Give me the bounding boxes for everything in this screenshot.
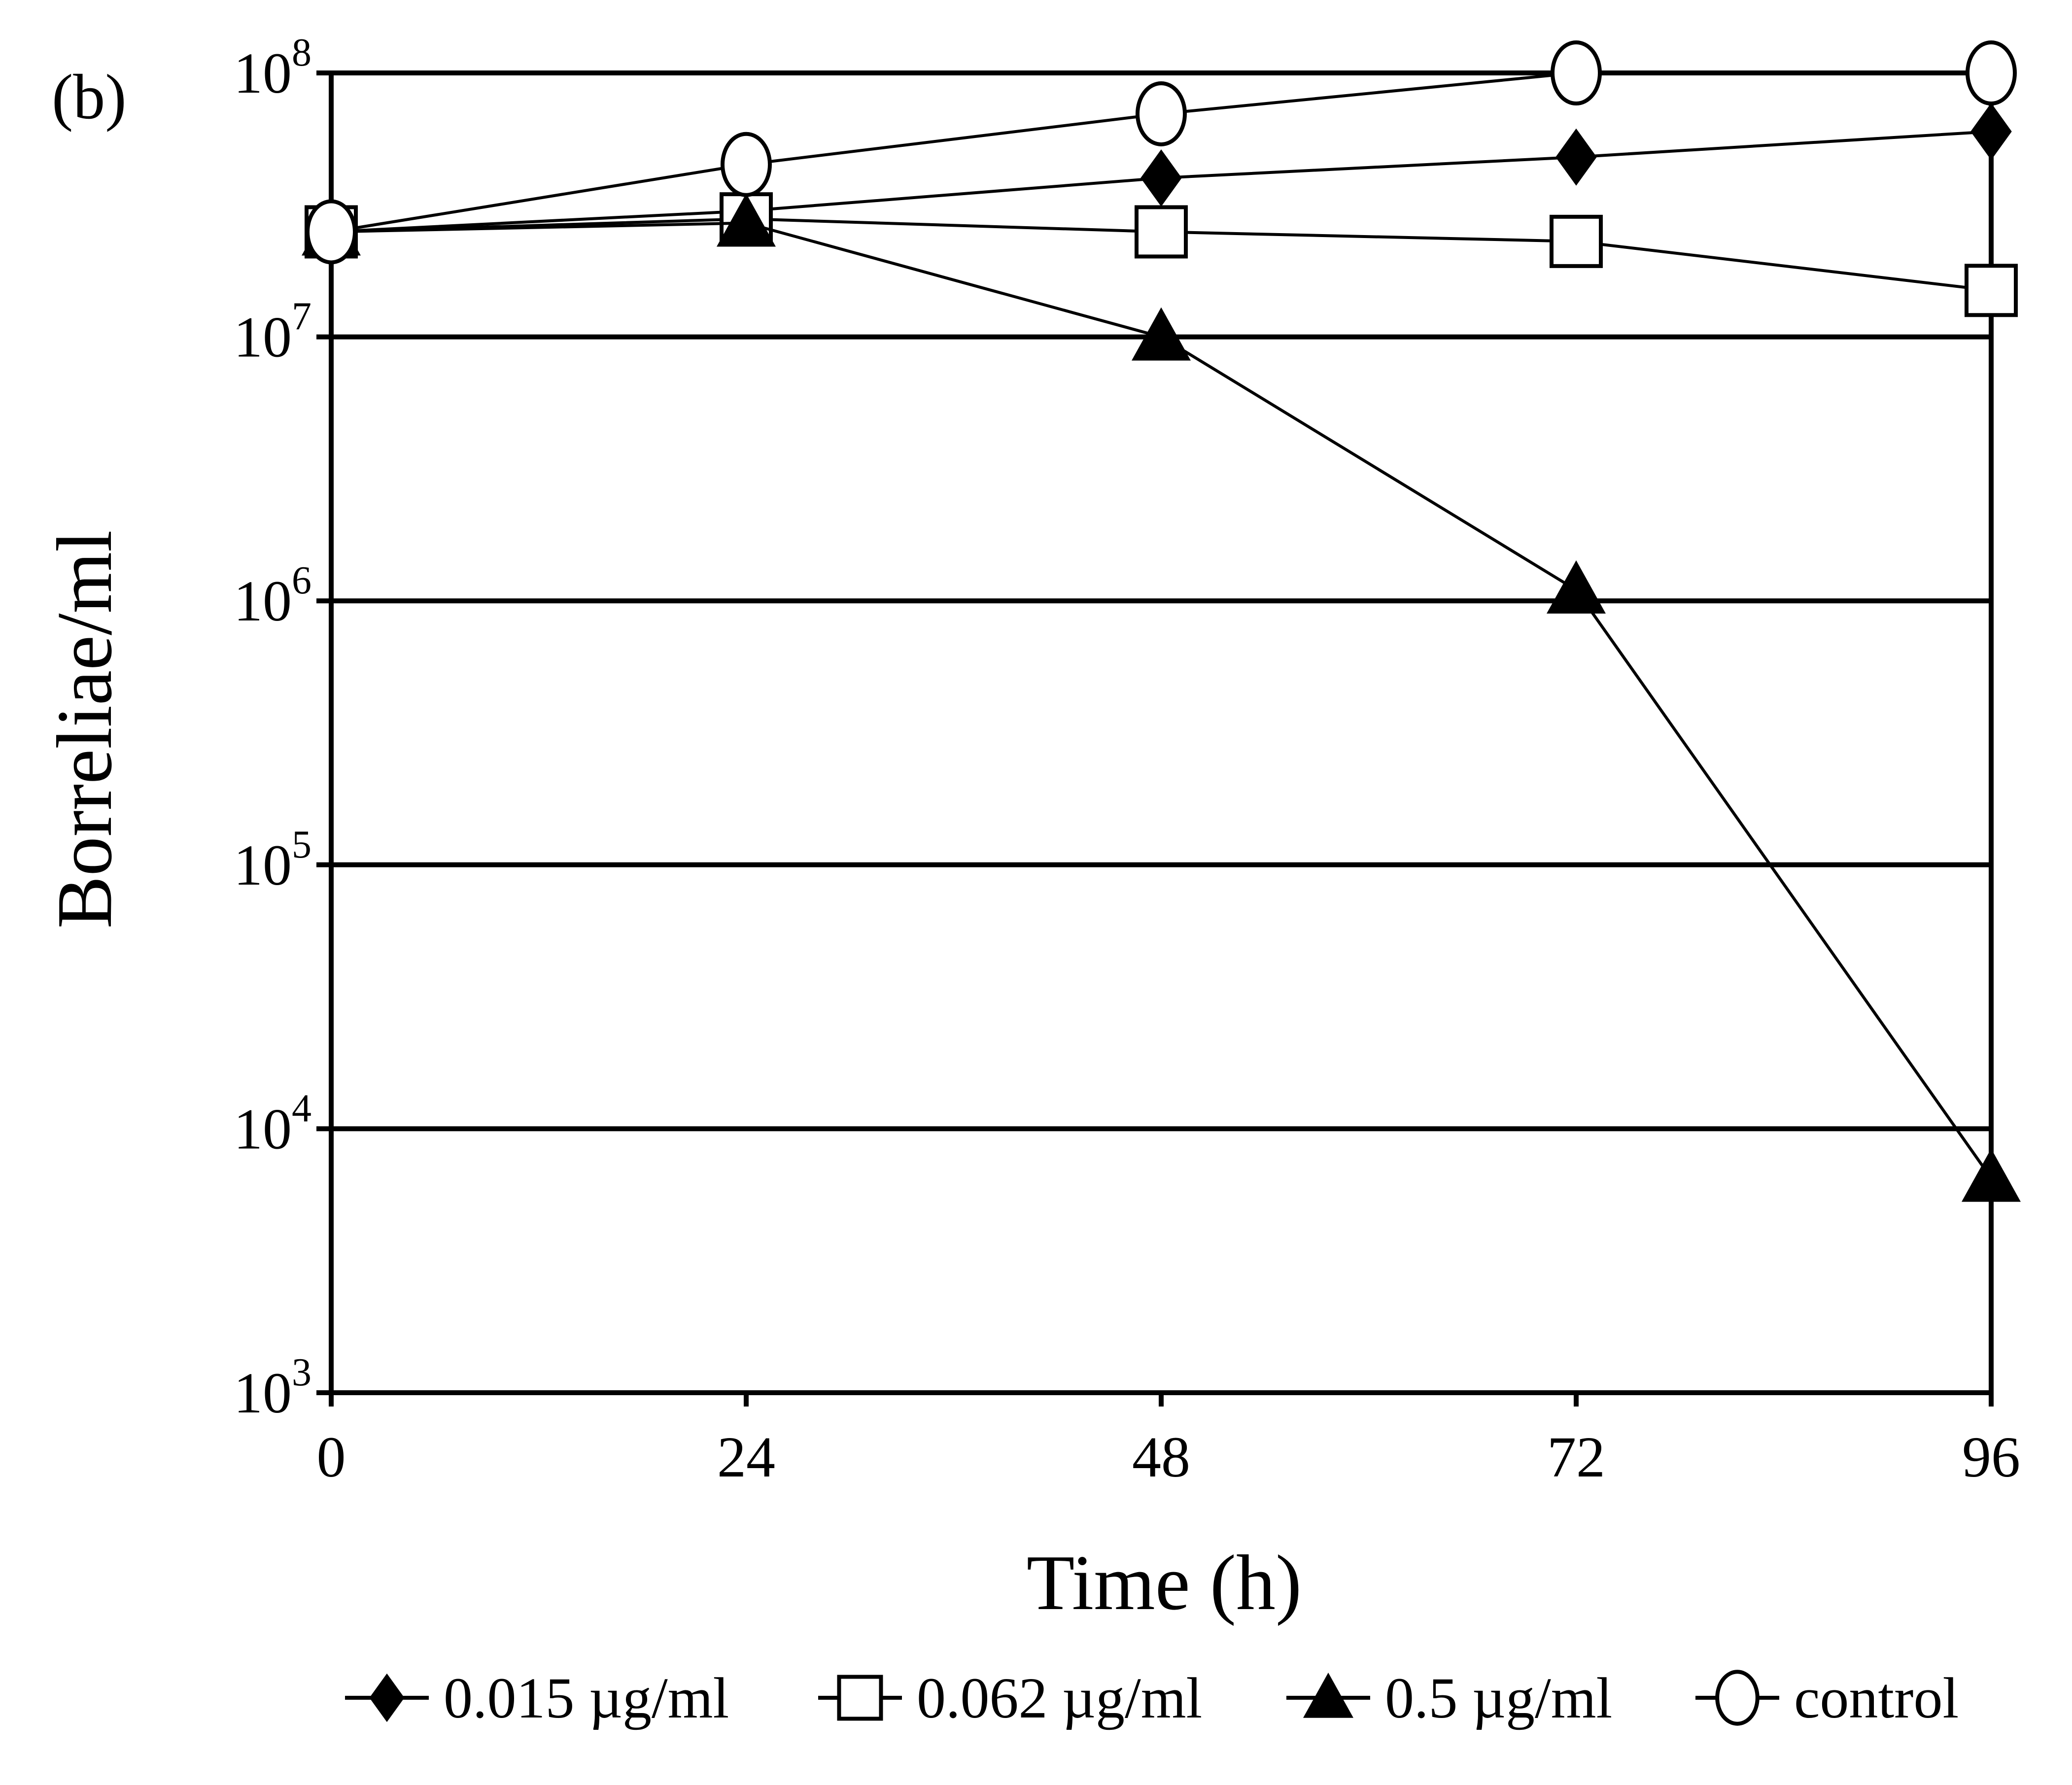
legend-label-2: 0.5 µg/ml bbox=[1385, 1666, 1612, 1730]
series-3-point-24 bbox=[721, 132, 772, 197]
tick-labels: 103 104 105 106 107 108 0 24 48 72 96 bbox=[234, 31, 2020, 1489]
legend-item-1: 0.062 µg/ml bbox=[818, 1666, 1202, 1730]
series-3-point-48 bbox=[1136, 81, 1187, 146]
legend-item-3: control bbox=[1695, 1666, 1959, 1730]
x-tick-label-0: 0 bbox=[317, 1425, 346, 1489]
series-2-point-24 bbox=[717, 193, 776, 247]
x-tick-label-96: 96 bbox=[1962, 1425, 2020, 1489]
gridlines bbox=[331, 70, 1991, 1395]
series-1-point-48 bbox=[1135, 205, 1188, 259]
axes bbox=[316, 70, 1994, 1407]
series-3-point-0 bbox=[306, 199, 357, 265]
x-tick-label-48: 48 bbox=[1132, 1425, 1190, 1489]
series-1 bbox=[305, 192, 2018, 317]
y-tick-label-3: 103 bbox=[234, 1351, 311, 1425]
series-0-point-96 bbox=[1970, 103, 2012, 160]
series-2-point-96 bbox=[1962, 1148, 2021, 1202]
legend-marker-2 bbox=[1303, 1673, 1353, 1718]
series-0-point-48 bbox=[1140, 149, 1182, 207]
legend-label-3: control bbox=[1794, 1666, 1959, 1730]
legend-label-0: 0.015 µg/ml bbox=[444, 1666, 729, 1730]
series-2 bbox=[302, 193, 2021, 1202]
panel-label: (b) bbox=[52, 62, 127, 133]
y-tick-label-7: 107 bbox=[234, 295, 311, 370]
y-tick-label-4: 104 bbox=[234, 1087, 311, 1161]
series-3-point-72 bbox=[1551, 40, 1602, 105]
y-axis-title: Borreliae/ml bbox=[40, 530, 128, 929]
y-tick-label-5: 105 bbox=[234, 823, 311, 897]
legend-label-1: 0.062 µg/ml bbox=[917, 1666, 1202, 1730]
x-tick-label-24: 24 bbox=[717, 1425, 775, 1489]
data-series bbox=[302, 40, 2021, 1202]
legend: 0.015 µg/ml 0.062 µg/ml 0.5 µg/ml control bbox=[345, 1666, 1959, 1730]
series-1-point-72 bbox=[1550, 214, 1603, 268]
series-2-point-48 bbox=[1132, 307, 1191, 361]
series-1-point-96 bbox=[1965, 264, 2018, 317]
series-0-point-72 bbox=[1555, 128, 1597, 186]
series-3-point-96 bbox=[1966, 40, 2017, 105]
x-tick-label-72: 72 bbox=[1547, 1425, 1605, 1489]
series-line-2 bbox=[331, 221, 1993, 1179]
y-tick-label-8: 108 bbox=[234, 31, 311, 105]
legend-item-0: 0.015 µg/ml bbox=[345, 1666, 729, 1730]
series-2-point-72 bbox=[1547, 560, 1606, 614]
legend-marker-0 bbox=[369, 1673, 405, 1722]
legend-marker-3 bbox=[1715, 1670, 1760, 1726]
y-tick-label-6: 106 bbox=[234, 559, 311, 633]
legend-item-2: 0.5 µg/ml bbox=[1286, 1666, 1612, 1730]
x-axis-title: Time (h) bbox=[1027, 1539, 1302, 1626]
series-3 bbox=[306, 40, 2017, 265]
legend-marker-1 bbox=[837, 1675, 883, 1721]
